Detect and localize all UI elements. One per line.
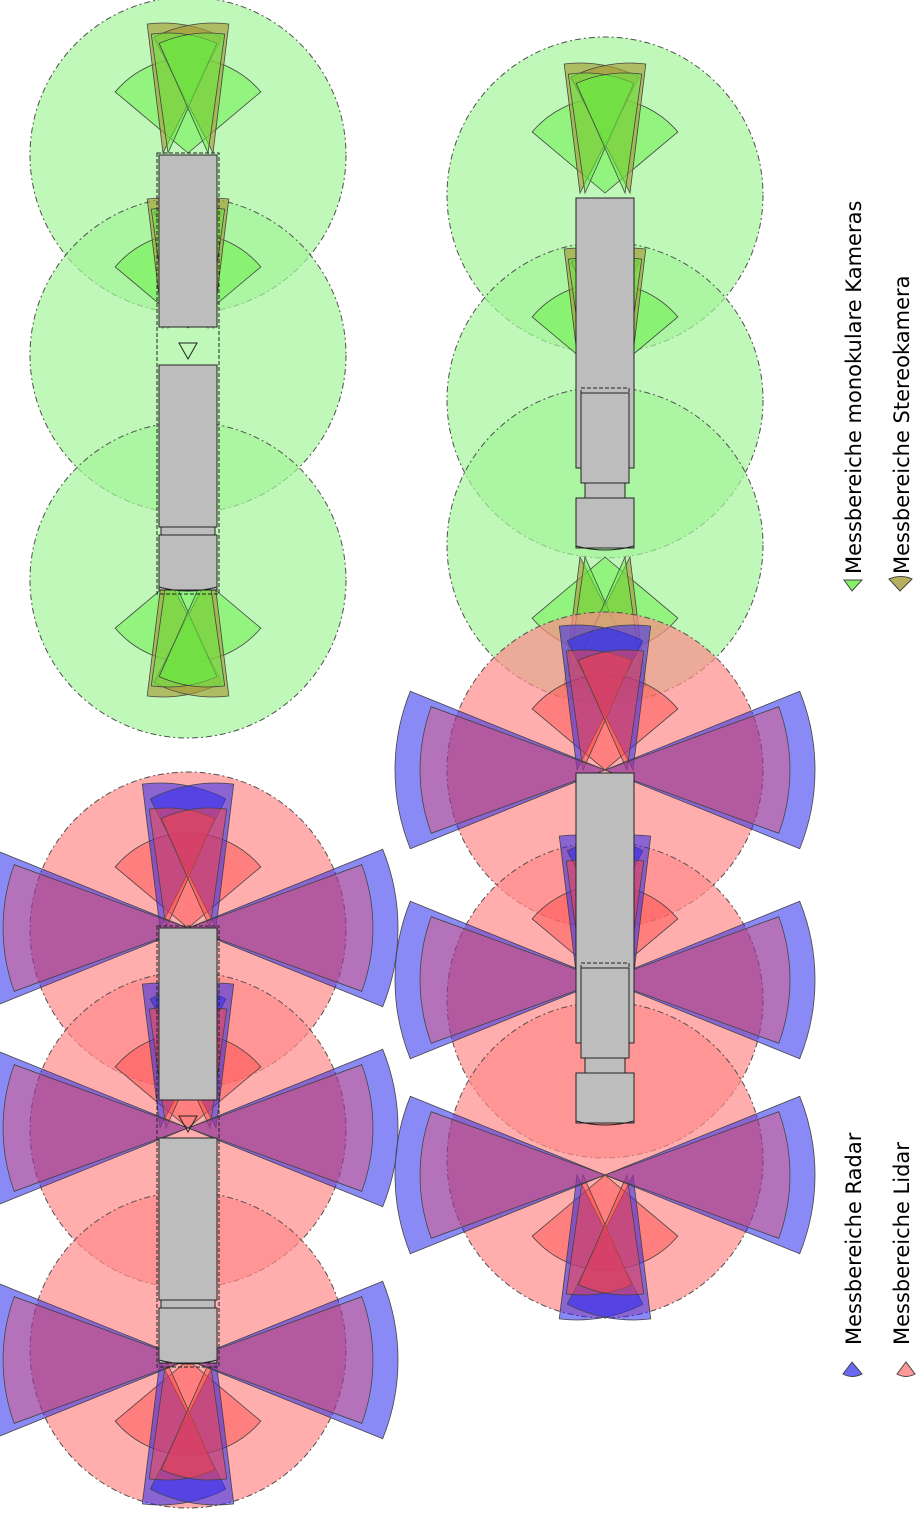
truck-coupling: [160, 526, 216, 536]
lidar-range: [603, 1111, 791, 1239]
tractor-chassis: [580, 392, 630, 484]
trailer-body: [158, 154, 218, 328]
lidar-range: [186, 1064, 374, 1192]
radar-range: [186, 848, 399, 1008]
radar-legend-icon: [842, 1361, 863, 1377]
legend-item-radar: Messbereiche Radar: [842, 1132, 866, 1377]
monocular-legend-label: Messbereiche monokulare Kameras: [842, 201, 866, 574]
lidar-legend-icon: [896, 1361, 916, 1377]
monocular-legend-icon: [843, 579, 864, 592]
panel-radar-lidar-truck-trailer: [0, 771, 399, 1509]
lidar-range: [2, 864, 190, 992]
radar-range: [186, 1048, 399, 1208]
lidar-range: [603, 706, 791, 834]
radar-range: [394, 900, 607, 1060]
cab-windshield: [158, 1359, 218, 1365]
monocular-camera-range: [158, 565, 226, 688]
lidar-range: [160, 1358, 228, 1481]
tractor-neck: [584, 482, 626, 499]
radar-range: [603, 1095, 816, 1255]
cab-windshield: [575, 545, 635, 551]
lidar-range: [603, 916, 791, 1044]
tractor-cab: [575, 1072, 635, 1124]
lidar-range: [160, 807, 228, 930]
legend-item-monocular: Messbereiche monokulare Kameras: [842, 201, 866, 592]
radar-range: [186, 1280, 399, 1440]
coupling-marker: [178, 342, 198, 361]
vehicle-panels: [0, 0, 816, 1509]
lidar-range: [419, 706, 607, 834]
monocular-camera-range: [575, 72, 643, 195]
truck-body: [158, 364, 218, 528]
radar-range: [394, 1095, 607, 1255]
legend: Messbereiche monokulare Kameras Messbere…: [842, 201, 916, 1377]
panel-radar-lidar-semi-truck: [394, 611, 816, 1321]
lidar-range: [577, 649, 645, 772]
lidar-range: [419, 916, 607, 1044]
tractor-neck: [584, 1057, 626, 1074]
panel-camera-truck-trailer: [29, 0, 347, 739]
radar-range: [394, 690, 607, 850]
radar-legend-label: Messbereiche Radar: [842, 1132, 866, 1345]
radar-range: [0, 851, 190, 1005]
lidar-range: [419, 1111, 607, 1239]
vehicle-outline: [156, 925, 220, 1368]
radar-range: [0, 1283, 190, 1437]
lidar-range: [577, 1173, 645, 1296]
trailer-body: [158, 927, 218, 1101]
coupling-marker: [178, 1115, 198, 1134]
lidar-range: [186, 1296, 374, 1424]
radar-range: [603, 690, 816, 850]
lidar-legend-label: Messbereiche Lidar: [890, 1142, 914, 1345]
vehicle-outline: [156, 152, 220, 595]
panel-camera-semi-truck: [446, 36, 764, 704]
radar-range: [0, 1051, 190, 1205]
truck-coupling: [160, 1299, 216, 1309]
stereo-legend-label: Messbereiche Stereokamera: [890, 275, 914, 574]
truck-body: [158, 1137, 218, 1301]
radar-range: [603, 900, 816, 1060]
lidar-range: [2, 1296, 190, 1424]
cab-windshield: [575, 1120, 635, 1126]
lidar-range: [186, 864, 374, 992]
stereo-legend-icon: [888, 576, 913, 592]
tractor-cab: [575, 497, 635, 549]
tractor-chassis: [580, 967, 630, 1059]
cab-windshield: [158, 586, 218, 592]
truck-cab: [158, 534, 218, 591]
monocular-camera-range: [158, 32, 226, 155]
truck-cab: [158, 1307, 218, 1364]
legend-item-stereo: Messbereiche Stereokamera: [888, 275, 914, 592]
legend-item-lidar: Messbereiche Lidar: [890, 1142, 916, 1377]
lidar-range: [2, 1064, 190, 1192]
